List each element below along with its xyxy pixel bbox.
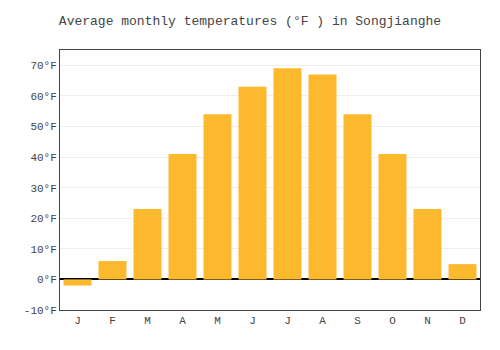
svg-text:J: J: [249, 315, 256, 327]
svg-text:0°F: 0°F: [37, 274, 57, 286]
svg-text:F: F: [109, 315, 116, 327]
svg-text:70°F: 70°F: [30, 60, 56, 72]
svg-text:40°F: 40°F: [30, 152, 56, 164]
svg-text:50°F: 50°F: [30, 121, 56, 133]
svg-text:20°F: 20°F: [30, 213, 56, 225]
svg-text:M: M: [214, 315, 221, 327]
svg-text:N: N: [424, 315, 431, 327]
svg-text:60°F: 60°F: [30, 91, 56, 103]
svg-text:J: J: [74, 315, 81, 327]
svg-text:A: A: [179, 315, 186, 327]
svg-text:S: S: [354, 315, 361, 327]
svg-text:-10°F: -10°F: [24, 305, 57, 317]
svg-text:A: A: [319, 315, 326, 327]
svg-text:Average monthly temperatures (: Average monthly temperatures (°F ) in So…: [59, 14, 441, 29]
svg-text:J: J: [284, 315, 291, 327]
svg-text:10°F: 10°F: [30, 244, 56, 256]
svg-text:30°F: 30°F: [30, 183, 56, 195]
svg-text:M: M: [144, 315, 151, 327]
svg-text:D: D: [459, 315, 466, 327]
svg-text:O: O: [389, 315, 396, 327]
